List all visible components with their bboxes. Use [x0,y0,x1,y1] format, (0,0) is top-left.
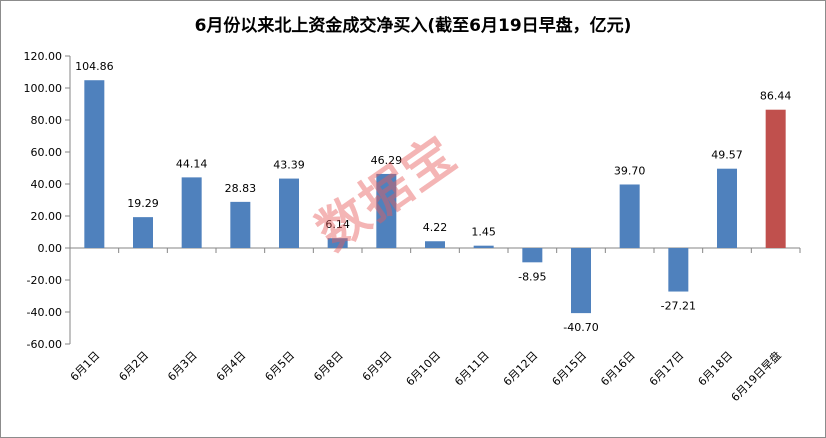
data-label: 86.44 [760,90,792,103]
bar [668,248,689,292]
y-tick-label: -60.00 [27,338,62,351]
data-label: 1.45 [471,226,496,239]
x-tick-label: 6月2日 [116,349,151,384]
y-tick-label: 100.00 [24,82,63,95]
data-label: 4.22 [423,221,448,234]
y-tick-label: 80.00 [31,114,63,127]
bar [717,168,737,248]
y-tick-label: -20.00 [27,274,62,287]
data-label: 104.86 [75,60,114,73]
y-tick-label: 40.00 [31,178,63,191]
bar [327,238,348,248]
x-tick-label: 6月17日 [647,349,687,389]
bar [619,184,640,248]
x-tick-label: 6月1日 [68,349,103,384]
x-tick-label: 6月9日 [360,349,395,384]
bar [571,248,591,314]
bar [230,201,251,248]
bar [133,217,153,248]
x-tick-label: 6月15日 [550,349,590,389]
y-tick-label: 0.00 [38,242,63,255]
x-tick-label: 6月5日 [262,349,297,384]
x-tick-label: 6月16日 [598,349,638,389]
y-tick-label: 60.00 [31,146,63,159]
data-label: -40.70 [563,321,598,334]
data-label: 28.83 [225,182,257,195]
bar [765,109,786,248]
x-tick-label: 6月10日 [404,349,444,389]
data-label: 49.57 [711,149,743,162]
x-tick-label: 6月19日早盘 [728,348,784,404]
bar [522,248,543,263]
y-tick-label: 20.00 [31,210,63,223]
bar [84,80,105,248]
x-tick-label: 6月12日 [501,349,541,389]
data-label: -8.95 [518,270,546,283]
x-tick-label: 6月3日 [165,349,200,384]
bar [181,177,202,248]
x-tick-label: 6月11日 [452,349,492,389]
bar [473,245,494,248]
y-tick-label: 120.00 [24,50,63,63]
data-label: 39.70 [614,164,646,177]
data-label: 19.29 [127,197,159,210]
data-label: 44.14 [176,157,208,170]
data-label: 46.29 [371,154,403,167]
bar [376,173,397,248]
x-tick-label: 6月8日 [311,349,346,384]
data-label: -27.21 [661,300,696,313]
x-tick-label: 6月4日 [214,349,249,384]
chart-title: 6月份以来北上资金成交净买入(截至6月19日早盘，亿元) [194,16,632,36]
x-tick-label: 6月18日 [696,349,736,389]
y-tick-label: -40.00 [27,306,62,319]
bar [279,178,299,248]
data-label: 43.39 [273,159,305,172]
data-label: 6.14 [325,218,350,231]
bar [425,241,445,248]
